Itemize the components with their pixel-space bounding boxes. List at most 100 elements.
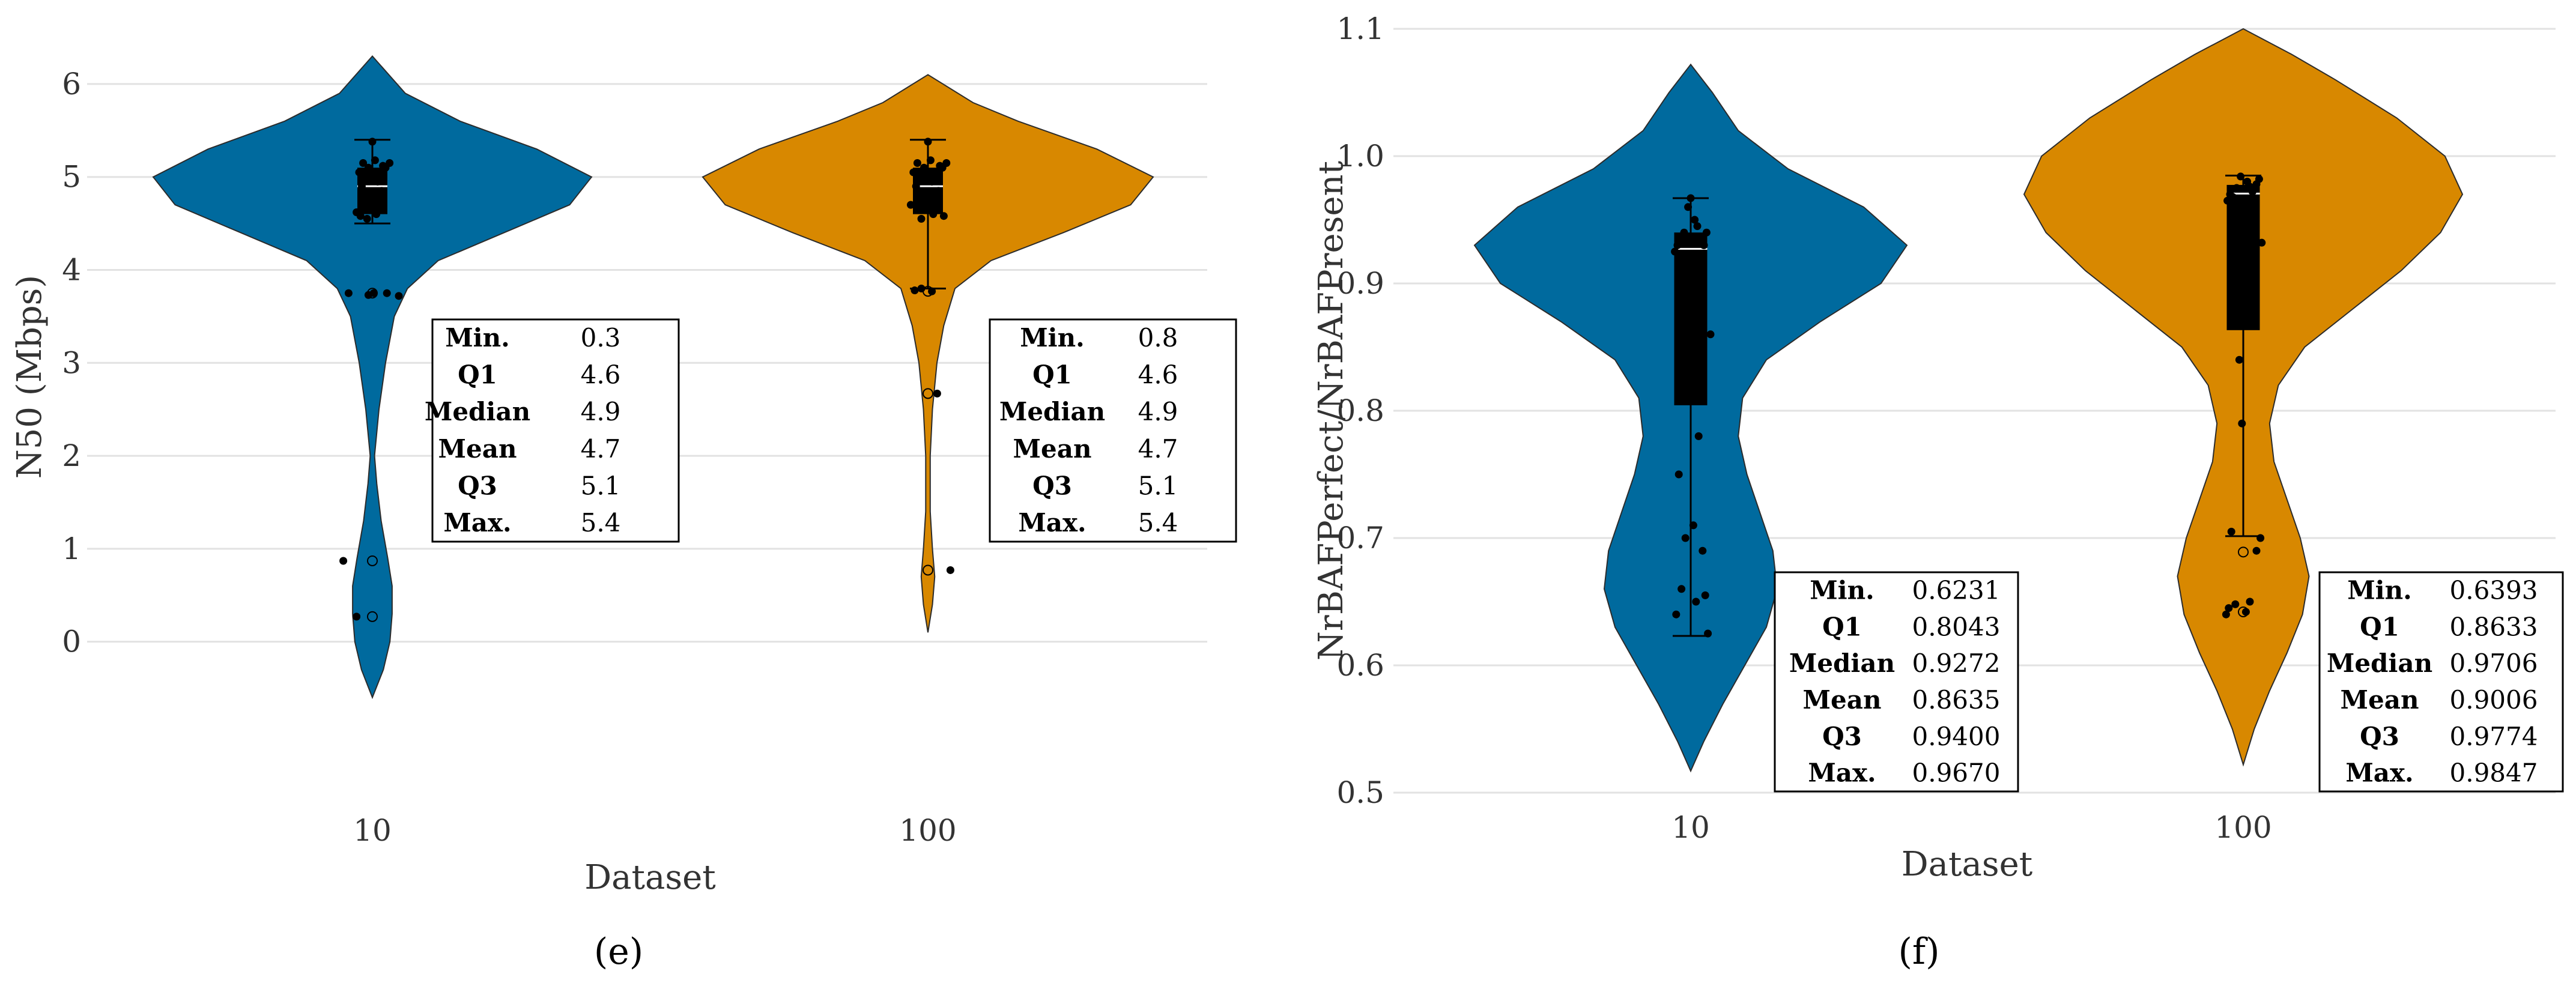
data-point bbox=[372, 210, 381, 219]
data-point bbox=[364, 163, 372, 172]
data-point bbox=[2222, 610, 2230, 619]
data-point bbox=[915, 201, 923, 209]
data-point bbox=[1691, 216, 1699, 224]
data-point bbox=[939, 212, 948, 220]
outlier-point bbox=[367, 288, 378, 299]
data-point bbox=[1679, 267, 1687, 275]
data-point bbox=[935, 187, 943, 195]
data-point bbox=[2231, 600, 2240, 608]
data-point bbox=[1706, 330, 1715, 339]
data-point bbox=[1671, 247, 1679, 256]
stats-value: 5.1 bbox=[581, 471, 621, 501]
stats-label: Min. bbox=[2347, 575, 2412, 605]
data-point bbox=[339, 557, 348, 565]
stats-value: 0.9774 bbox=[2450, 722, 2538, 751]
stats-table-100 bbox=[989, 318, 1237, 543]
x-tick-label: 100 bbox=[899, 813, 956, 848]
data-point bbox=[1676, 279, 1684, 288]
outlier-point bbox=[923, 286, 933, 297]
stats-label: Mean bbox=[2341, 685, 2419, 715]
stats-label: Median bbox=[999, 397, 1105, 426]
stats-label: Q3 bbox=[458, 471, 497, 501]
outlier-point bbox=[367, 555, 378, 566]
stats-value: 4.6 bbox=[1138, 360, 1178, 390]
data-point bbox=[911, 286, 919, 295]
data-point bbox=[946, 566, 954, 574]
data-point bbox=[357, 182, 366, 190]
data-point bbox=[924, 138, 932, 146]
stats-label: Q3 bbox=[1822, 722, 1862, 751]
stats-label: Min. bbox=[1020, 323, 1085, 352]
data-point bbox=[344, 289, 353, 297]
y-tick-label: 5 bbox=[62, 160, 81, 195]
stats-table-10 bbox=[1774, 571, 2019, 793]
data-point bbox=[906, 201, 915, 209]
data-point bbox=[1684, 203, 1693, 211]
data-point bbox=[355, 168, 363, 177]
y-axis-label: NrBAFPerfect/NrBAFPresent bbox=[1312, 160, 1351, 661]
data-point bbox=[1696, 254, 1704, 262]
stats-value: 0.6231 bbox=[1912, 575, 2001, 605]
data-point bbox=[929, 210, 938, 219]
x-tick-label: 100 bbox=[2214, 810, 2271, 845]
stats-value: 0.8043 bbox=[1912, 612, 2001, 641]
stats-value: 0.8 bbox=[1138, 323, 1178, 352]
data-point bbox=[2223, 196, 2232, 205]
x-tick-label: 10 bbox=[353, 813, 392, 848]
stats-value: 4.7 bbox=[581, 434, 621, 464]
stats-label: Max. bbox=[2345, 758, 2413, 788]
data-point bbox=[376, 168, 384, 177]
stats-label: Min. bbox=[445, 323, 510, 352]
stats-table-100 bbox=[2318, 571, 2564, 793]
stats-value: 0.8633 bbox=[2450, 612, 2538, 641]
stats-label: Q1 bbox=[458, 360, 497, 390]
x-tick-label: 10 bbox=[1671, 810, 1710, 845]
stats-label: Mean bbox=[438, 434, 517, 464]
data-point bbox=[2225, 604, 2233, 612]
data-point bbox=[916, 173, 924, 181]
y-tick-label: 0.7 bbox=[1336, 521, 1384, 555]
stats-label: Q1 bbox=[2360, 612, 2399, 641]
stats-label: Mean bbox=[1803, 685, 1882, 715]
data-point bbox=[1702, 228, 1711, 237]
data-point bbox=[1689, 521, 1697, 530]
y-tick-label: 3 bbox=[62, 345, 81, 380]
data-point bbox=[360, 201, 369, 209]
data-point bbox=[2255, 175, 2263, 183]
data-point bbox=[933, 389, 941, 398]
stats-label: Q1 bbox=[1822, 612, 1862, 641]
data-point bbox=[1674, 470, 1683, 479]
stats-value: 0.9847 bbox=[2450, 758, 2538, 788]
panel-label-e: (e) bbox=[594, 931, 643, 973]
data-point bbox=[917, 214, 926, 223]
data-point bbox=[356, 212, 365, 220]
data-point bbox=[362, 173, 370, 181]
data-point bbox=[1680, 228, 1688, 237]
stats-label: Mean bbox=[1013, 434, 1092, 464]
outlier-point bbox=[2238, 606, 2249, 617]
stats-value: 5.4 bbox=[581, 508, 621, 537]
stats-label: Max. bbox=[1808, 758, 1876, 788]
data-point bbox=[2252, 546, 2261, 555]
y-tick-label: 1 bbox=[62, 531, 81, 566]
stats-value: 0.9272 bbox=[1912, 649, 2001, 678]
data-point bbox=[2238, 419, 2246, 428]
data-point bbox=[377, 187, 386, 195]
stats-value: 0.9706 bbox=[2450, 649, 2538, 678]
data-point bbox=[1693, 222, 1702, 231]
x-axis-label: Dataset bbox=[1902, 845, 2033, 884]
data-point bbox=[2231, 201, 2240, 209]
stats-label: Min. bbox=[1810, 575, 1874, 605]
data-point bbox=[1681, 534, 1690, 542]
data-point bbox=[913, 159, 921, 167]
stats-value: 5.4 bbox=[1138, 508, 1178, 537]
data-point bbox=[2246, 597, 2254, 606]
data-point bbox=[942, 159, 951, 167]
y-tick-label: 4 bbox=[62, 252, 81, 287]
violin-10 bbox=[152, 55, 593, 700]
stats-label: Q3 bbox=[1032, 471, 1072, 501]
stats-value: 0.3 bbox=[581, 323, 621, 352]
outlier-point bbox=[2238, 546, 2249, 558]
y-tick-label: 0.5 bbox=[1336, 775, 1384, 810]
data-point bbox=[1687, 194, 1695, 202]
